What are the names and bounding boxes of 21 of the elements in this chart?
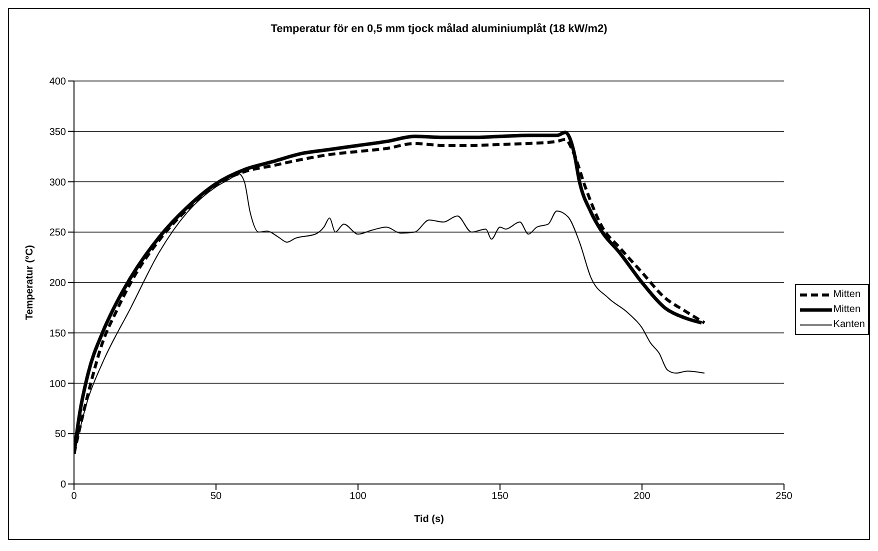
y-axis-title: Temperatur (°C): [24, 245, 36, 320]
x-tick-label: 150: [492, 491, 509, 502]
y-tick-label: 300: [49, 177, 66, 188]
y-tick-label: 350: [49, 126, 66, 138]
y-tick-label: 0: [60, 480, 66, 491]
y-tick-label: 150: [49, 328, 66, 340]
x-tick-label: 50: [210, 491, 222, 502]
x-tick-label: 200: [634, 491, 651, 502]
y-tick-label: 250: [49, 228, 66, 239]
legend-label: Kanten: [833, 319, 865, 330]
y-tick-label: 100: [49, 378, 66, 390]
y-tick-label: 50: [54, 429, 66, 440]
legend-label: Mitten: [833, 289, 861, 300]
x-tick-label: 100: [350, 491, 367, 502]
x-tick-label: 0: [71, 491, 78, 502]
legend-label: Mitten: [833, 304, 861, 315]
x-tick-label: 250: [776, 491, 793, 502]
y-tick-label: 400: [49, 76, 66, 88]
chart-title: Temperatur för en 0,5 mm tjock målad aluminiumplåt (18 kW/m2): [270, 23, 608, 35]
y-tick-label: 200: [49, 278, 66, 290]
x-axis-title: Tid (s): [414, 514, 444, 525]
